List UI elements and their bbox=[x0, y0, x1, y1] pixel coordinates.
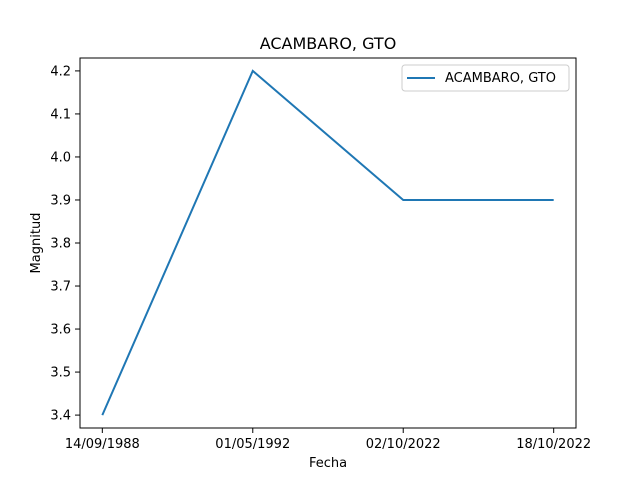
y-tick-label: 3.6 bbox=[50, 323, 71, 338]
y-tick-label: 3.9 bbox=[50, 193, 71, 208]
y-axis-label: Magnitud bbox=[29, 213, 44, 274]
y-tick-label: 3.4 bbox=[50, 409, 71, 424]
x-tick-label: 14/09/1988 bbox=[65, 437, 140, 452]
chart-title: ACAMBARO, GTO bbox=[260, 34, 397, 53]
series-layer bbox=[101, 69, 554, 416]
x-axis-label: Fecha bbox=[309, 456, 347, 471]
plot-area-frame bbox=[79, 57, 577, 429]
x-tick-label: 02/10/2022 bbox=[366, 437, 441, 452]
y-tick-label: 4.0 bbox=[50, 150, 71, 165]
legend-label: ACAMBARO, GTO bbox=[445, 71, 556, 86]
x-tick-label: 01/05/1992 bbox=[215, 437, 290, 452]
y-tick-label: 4.2 bbox=[50, 64, 71, 79]
y-tick-label: 3.5 bbox=[50, 366, 71, 381]
legend: ACAMBARO, GTO bbox=[401, 64, 570, 92]
y-tick-label: 3.8 bbox=[50, 237, 71, 252]
legend-box bbox=[401, 64, 570, 92]
x-tick-label: 18/10/2022 bbox=[516, 437, 591, 452]
y-tick-label: 4.1 bbox=[50, 107, 71, 122]
x-axis: 14/09/1988 01/05/1992 02/10/2022 18/10/2022 bbox=[65, 428, 591, 452]
series-line bbox=[101, 69, 554, 416]
y-tick-label: 3.7 bbox=[50, 280, 71, 295]
y-axis: 3.4 3.5 3.6 3.7 3.8 3.9 4.0 4.1 4.2 bbox=[50, 64, 80, 424]
